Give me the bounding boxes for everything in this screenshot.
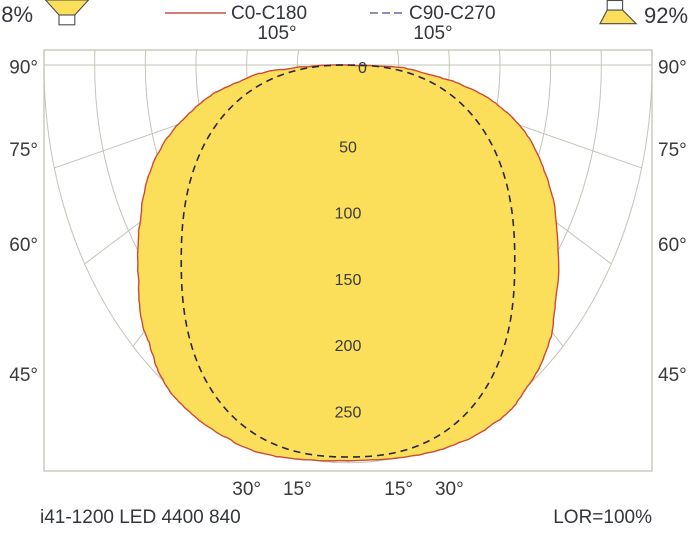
svg-text:75°: 75° (9, 140, 38, 161)
svg-text:105°: 105° (257, 23, 296, 44)
svg-text:60°: 60° (658, 235, 687, 256)
svg-text:45°: 45° (658, 365, 687, 386)
svg-text:75°: 75° (658, 140, 687, 161)
svg-text:150: 150 (335, 272, 362, 289)
svg-text:30°: 30° (435, 479, 464, 500)
svg-text:200: 200 (335, 338, 362, 355)
svg-text:i41-1200 LED 4400 840: i41-1200 LED 4400 840 (40, 507, 241, 528)
svg-text:0: 0 (358, 60, 367, 77)
svg-text:90°: 90° (9, 58, 38, 79)
svg-text:C0-C180: C0-C180 (231, 3, 307, 24)
svg-text:100: 100 (335, 206, 362, 223)
svg-text:250: 250 (335, 405, 362, 422)
svg-text:90°: 90° (658, 58, 687, 79)
svg-text:C90-C270: C90-C270 (409, 3, 496, 24)
svg-text:45°: 45° (9, 365, 38, 386)
svg-text:15°: 15° (283, 479, 312, 500)
svg-text:LOR=100%: LOR=100% (553, 507, 652, 528)
svg-text:8%: 8% (1, 2, 33, 27)
svg-text:50: 50 (339, 139, 357, 156)
svg-text:92%: 92% (644, 3, 688, 28)
svg-text:105°: 105° (413, 23, 452, 44)
svg-text:15°: 15° (384, 479, 413, 500)
svg-text:30°: 30° (232, 479, 261, 500)
svg-text:60°: 60° (9, 235, 38, 256)
